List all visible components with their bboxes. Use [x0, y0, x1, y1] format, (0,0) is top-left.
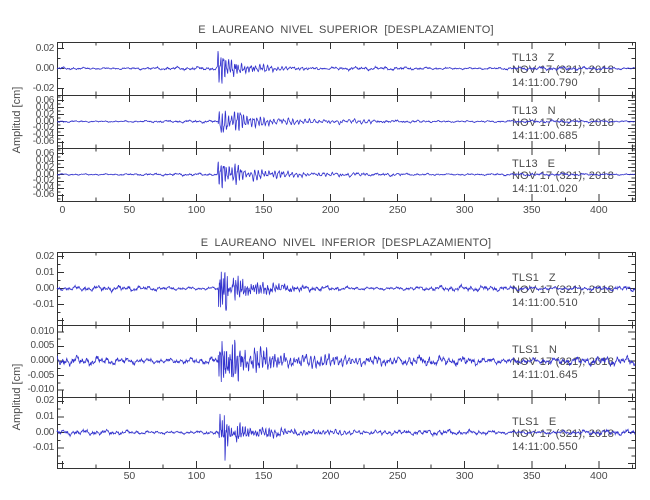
trace-date-label: NOV 17 (321), 2018 — [512, 63, 615, 76]
y-tick-label: 0.010 — [30, 325, 54, 337]
panel-title-inferior: E LAUREANO NIVEL INFERIOR [DESPLAZAMIENT… — [200, 237, 492, 249]
y-tick-label: 0.00 — [35, 62, 55, 74]
y-tick-label: -0.04 — [32, 129, 55, 141]
x-tick-label: 50 — [123, 204, 136, 216]
x-tick-label: 200 — [321, 204, 340, 216]
x-tick-label: 400 — [590, 470, 608, 482]
y-tick-label: -0.06 — [32, 189, 55, 201]
x-tick-label: 400 — [590, 204, 608, 216]
y-tick-label: -0.02 — [32, 175, 55, 187]
x-tick-label: 0 — [59, 204, 66, 216]
y-tick-label: -0.01 — [32, 298, 55, 310]
y-tick-label: -0.06 — [32, 136, 55, 148]
y-tick-label: -0.02 — [32, 82, 55, 94]
x-tick-label: 300 — [455, 470, 474, 482]
y-tick-label: 0.02 — [35, 250, 55, 262]
trace-date-label: NOV 17 (321), 2018 — [512, 283, 615, 296]
x-tick-label: 300 — [455, 204, 474, 216]
trace-time-label: 14:11:00.550 — [512, 440, 578, 453]
trace-date-label: NOV 17 (321), 2018 — [512, 169, 615, 182]
x-tick-label: 100 — [187, 470, 206, 482]
y-tick-label: 0.06 — [35, 147, 55, 159]
y-tick-label: 0.04 — [35, 101, 55, 113]
trace-date-label: NOV 17 (321), 2018 — [512, 356, 615, 368]
x-tick-label: 350 — [522, 470, 541, 482]
trace-station-channel-label: TL13 E — [512, 157, 556, 170]
x-tick-label: 350 — [522, 204, 541, 216]
y-tick-label: -0.02 — [32, 122, 55, 134]
x-tick-label: 200 — [321, 470, 340, 482]
x-tick-label: 250 — [388, 204, 407, 216]
trace-time-label: 14:11:01.020 — [512, 182, 578, 195]
y-tick-label: 0.02 — [35, 161, 55, 173]
y-tick-label: 0.01 — [35, 410, 55, 422]
x-tick-label: 250 — [388, 470, 407, 482]
y-tick-label: 0.01 — [35, 266, 55, 278]
x-tick-label: 50 — [123, 470, 136, 482]
y-tick-label: 0.00 — [35, 115, 55, 127]
y-tick-label: 0.04 — [35, 154, 55, 166]
y-tick-label: 0.00 — [35, 426, 55, 438]
trace-station-channel-label: TLS1 E — [512, 415, 557, 428]
trace-time-label: 14:11:01.645 — [512, 369, 578, 381]
panel-title-superior: E LAUREANO NIVEL SUPERIOR [DESPLAZAMIENT… — [198, 24, 494, 36]
trace-date-label: NOV 17 (321), 2018 — [512, 427, 615, 440]
y-tick-label: -0.010 — [27, 384, 54, 396]
y-tick-label: 0.06 — [35, 94, 55, 106]
trace-time-label: 14:11:00.510 — [512, 296, 578, 309]
y-tick-label: 0.02 — [35, 108, 55, 120]
y-tick-label: 0.02 — [35, 395, 55, 407]
x-tick-label: 150 — [254, 204, 273, 216]
x-tick-label: 150 — [254, 470, 273, 482]
x-tick-label: 100 — [187, 204, 206, 216]
trace-date-label: NOV 17 (321), 2018 — [512, 116, 615, 129]
y-tick-label: -0.04 — [32, 182, 55, 194]
y-tick-label: 0.00 — [35, 168, 55, 180]
trace-station-channel-label: TL13 Z — [512, 51, 555, 64]
trace-station-channel-label: TLS1 Z — [512, 271, 556, 284]
y-tick-label: 0.000 — [30, 355, 54, 366]
y-tick-label: -0.005 — [27, 369, 54, 381]
y-tick-label: 0.005 — [30, 340, 54, 352]
trace-station-channel-label: TLS1 N — [512, 344, 558, 356]
trace-time-label: 14:11:00.685 — [512, 129, 578, 142]
y-tick-label: 0.02 — [35, 42, 55, 54]
trace-station-channel-label: TL13 N — [512, 104, 556, 117]
y-tick-label: -0.01 — [32, 442, 55, 454]
trace-time-label: 14:11:00.790 — [512, 76, 578, 89]
y-tick-label: 0.00 — [35, 282, 55, 294]
